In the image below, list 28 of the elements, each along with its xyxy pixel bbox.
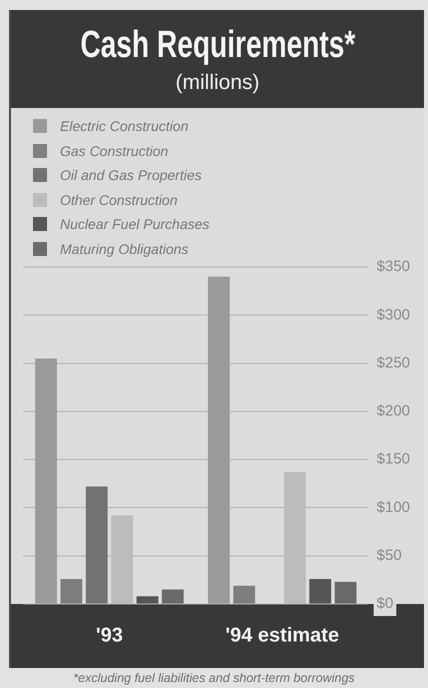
y-tick-label: $150	[376, 450, 410, 468]
x-tick-label: '94 estimate	[225, 624, 340, 647]
chart-title: Cash Requirements*	[80, 24, 356, 66]
y-tick-label: $350	[376, 258, 410, 276]
bar	[136, 596, 158, 604]
text: *excluding fuel liabilities and short-term borrowings	[72, 670, 356, 686]
bar	[208, 276, 230, 604]
bar	[334, 582, 356, 604]
bar	[162, 590, 184, 604]
bar	[86, 486, 108, 604]
bar	[35, 358, 57, 604]
legend-label: Other Construction	[60, 192, 178, 208]
chart-subtitle: (millions)	[174, 71, 260, 95]
legend-label: Electric Construction	[60, 118, 188, 134]
legend-label: Nuclear Fuel Purchases	[60, 216, 210, 232]
y-tick-label: $250	[376, 354, 410, 372]
bar	[309, 578, 332, 604]
x-tick-label: '93	[96, 624, 123, 647]
y-tick-label: $0	[376, 595, 394, 612]
y-tick-label: $300	[376, 306, 410, 324]
legend-label: Oil and Gas Properties	[60, 167, 202, 184]
legend-label: Gas Construction	[60, 142, 168, 159]
y-tick-label: $100	[376, 498, 410, 516]
bar	[233, 586, 256, 604]
y-tick-label: $200	[376, 402, 410, 420]
y-tick-label: $50	[376, 547, 402, 564]
bar	[60, 578, 82, 604]
legend-label: Maturing Obligations	[60, 240, 188, 257]
